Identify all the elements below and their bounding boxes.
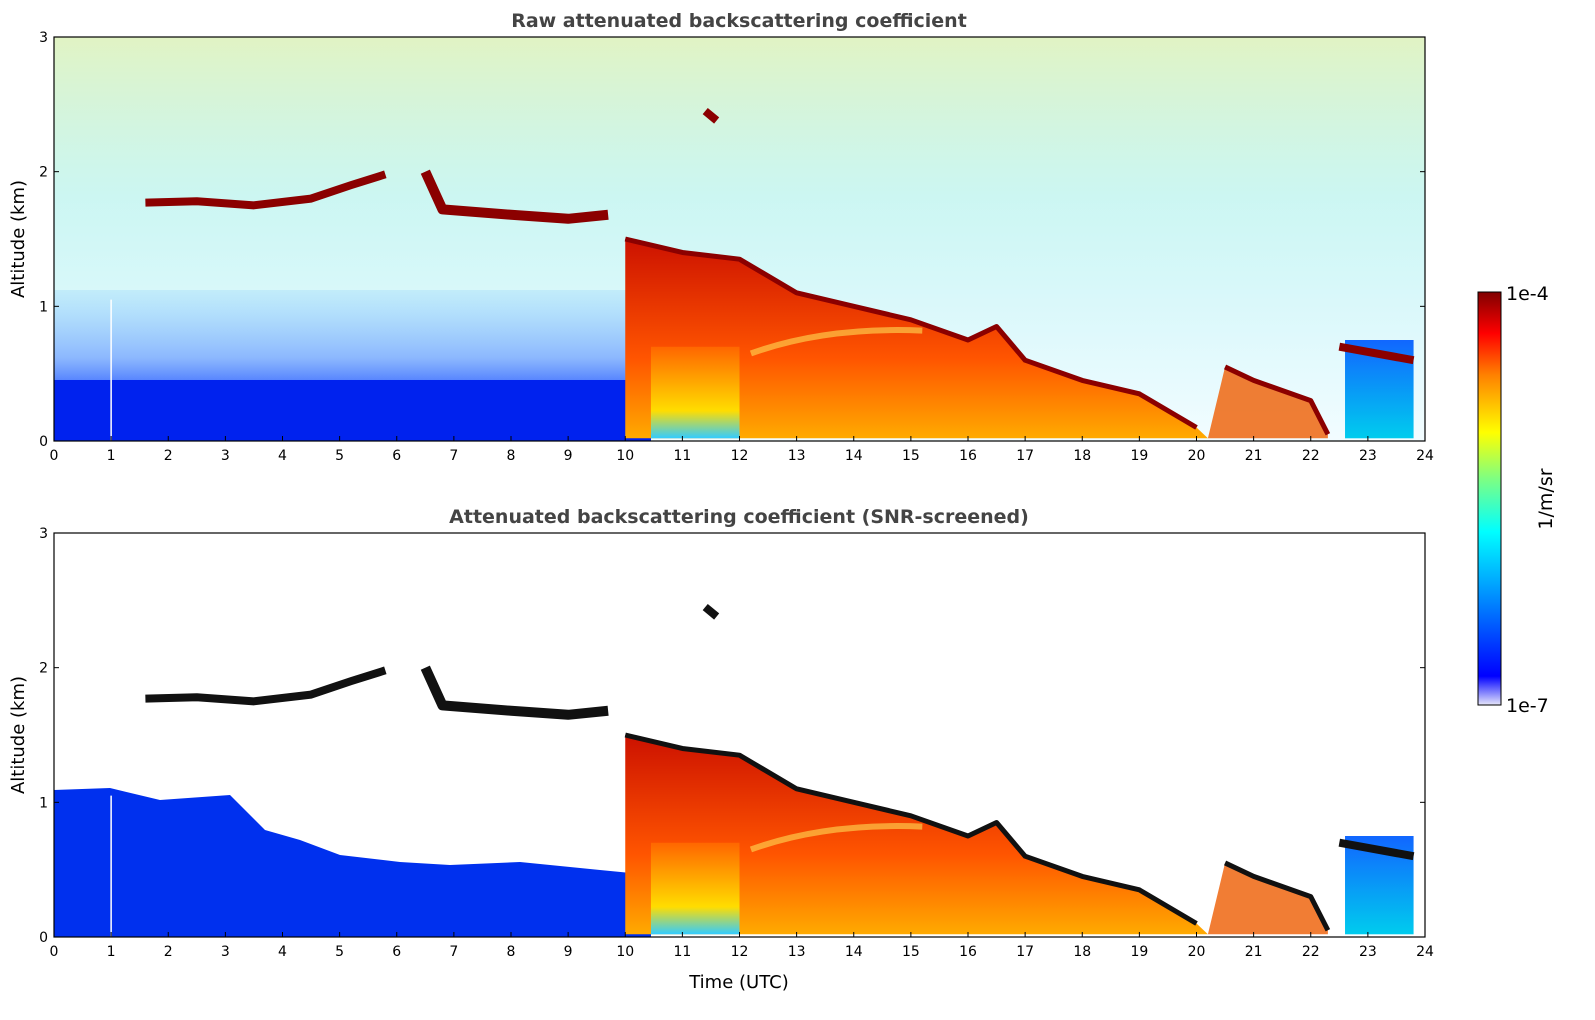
x-tick-label: 4 [278,944,287,960]
y-tick-label: 3 [39,30,48,46]
x-tick-label: 16 [959,944,977,960]
x-axis-label: Time (UTC) [688,972,789,993]
x-tick-label: 19 [1130,944,1148,960]
x-tick-label: 11 [673,448,691,464]
x-tick-label: 3 [221,944,230,960]
x-tick-label: 23 [1359,448,1377,464]
panel-title: Attenuated backscattering coefficient (S… [449,506,1029,528]
x-tick-label: 14 [845,448,863,464]
x-tick-label: 1 [107,944,116,960]
x-tick-label: 8 [507,944,516,960]
y-tick-label: 0 [39,434,48,450]
y-tick-label: 3 [39,526,48,542]
x-tick-label: 10 [616,944,634,960]
mixed-column [650,842,740,935]
near-surface-noise [54,788,651,937]
x-tick-label: 22 [1302,944,1320,960]
cloud-layer [1338,838,1415,861]
x-tick-label: 13 [788,944,806,960]
x-tick-label: 7 [449,944,458,960]
y-axis-label: Altitude (km) [8,180,29,298]
y-tick-label: 0 [39,930,48,946]
x-tick-label: 21 [1245,448,1263,464]
bright-band [749,823,923,853]
late-aerosol [1207,862,1328,935]
x-tick-label: 17 [1016,448,1034,464]
x-tick-label: 14 [845,944,863,960]
cloud-layer [1338,342,1415,365]
cloud-layer [420,169,609,224]
x-tick-label: 11 [673,944,691,960]
x-tick-label: 0 [50,944,59,960]
x-tick-label: 1 [107,448,116,464]
x-tick-label: 12 [731,944,749,960]
cloud-top-line [1223,860,1331,932]
colorbar-unit-label: 1/m/sr [1535,468,1557,529]
x-tick-label: 13 [788,448,806,464]
x-tick-label: 9 [564,944,573,960]
x-tick-label: 19 [1130,448,1148,464]
x-tick-label: 22 [1302,448,1320,464]
y-tick-label: 2 [39,165,48,181]
x-tick-label: 5 [335,944,344,960]
cloud-top-line [1223,364,1331,436]
cloud-top-line [624,236,1198,430]
late-aerosol [1207,366,1328,439]
x-tick-label: 2 [164,944,173,960]
x-tick-label: 24 [1416,944,1434,960]
y-tick-label: 1 [39,795,48,811]
y-axis-label: Altitude (km) [8,676,29,794]
x-tick-label: 15 [902,448,920,464]
colorbar-max-label: 1e-4 [1506,283,1549,305]
x-tick-label: 16 [959,448,977,464]
mixed-column [650,346,740,439]
panel-title: Raw attenuated backscattering coefficien… [511,10,967,32]
raw-backscatter-panel: Raw attenuated backscattering coefficien… [8,10,1434,464]
x-tick-label: 0 [50,448,59,464]
aerosol-layer [625,735,1208,935]
x-tick-label: 9 [564,448,573,464]
cloud-layer [145,170,387,210]
x-tick-label: 8 [507,448,516,464]
heatmap-area [54,37,1425,441]
x-tick-label: 23 [1359,944,1377,960]
bright-band [749,327,923,357]
x-tick-label: 24 [1416,448,1434,464]
x-tick-label: 21 [1245,944,1263,960]
x-tick-label: 15 [902,944,920,960]
x-tick-label: 18 [1073,448,1091,464]
x-tick-label: 12 [731,448,749,464]
cloud-top-line [624,732,1198,926]
near-surface-noise-2 [54,380,651,441]
x-tick-label: 5 [335,448,344,464]
x-tick-label: 2 [164,448,173,464]
x-tick-label: 4 [278,448,287,464]
x-tick-label: 17 [1016,944,1034,960]
cloud-layer [145,666,387,706]
x-tick-label: 6 [392,448,401,464]
x-tick-label: 18 [1073,944,1091,960]
colorbar: 1e-4 1e-7 1/m/sr [1477,283,1557,717]
aerosol-layer [625,239,1208,439]
x-tick-label: 20 [1188,448,1206,464]
x-tick-label: 7 [449,448,458,464]
x-tick-label: 10 [616,448,634,464]
cloud-fragment [702,603,720,620]
x-tick-label: 6 [392,944,401,960]
colorbar-bar [1477,291,1502,706]
x-tick-label: 20 [1188,944,1206,960]
y-tick-label: 2 [39,661,48,677]
cloud-layer [420,665,609,720]
heatmap-area [54,533,1425,937]
snr-screened-panel: Attenuated backscattering coefficient (S… [8,506,1434,993]
colorbar-min-label: 1e-7 [1506,695,1549,717]
x-tick-label: 3 [221,448,230,464]
cloud-fragment [702,107,720,124]
y-tick-label: 1 [39,299,48,315]
